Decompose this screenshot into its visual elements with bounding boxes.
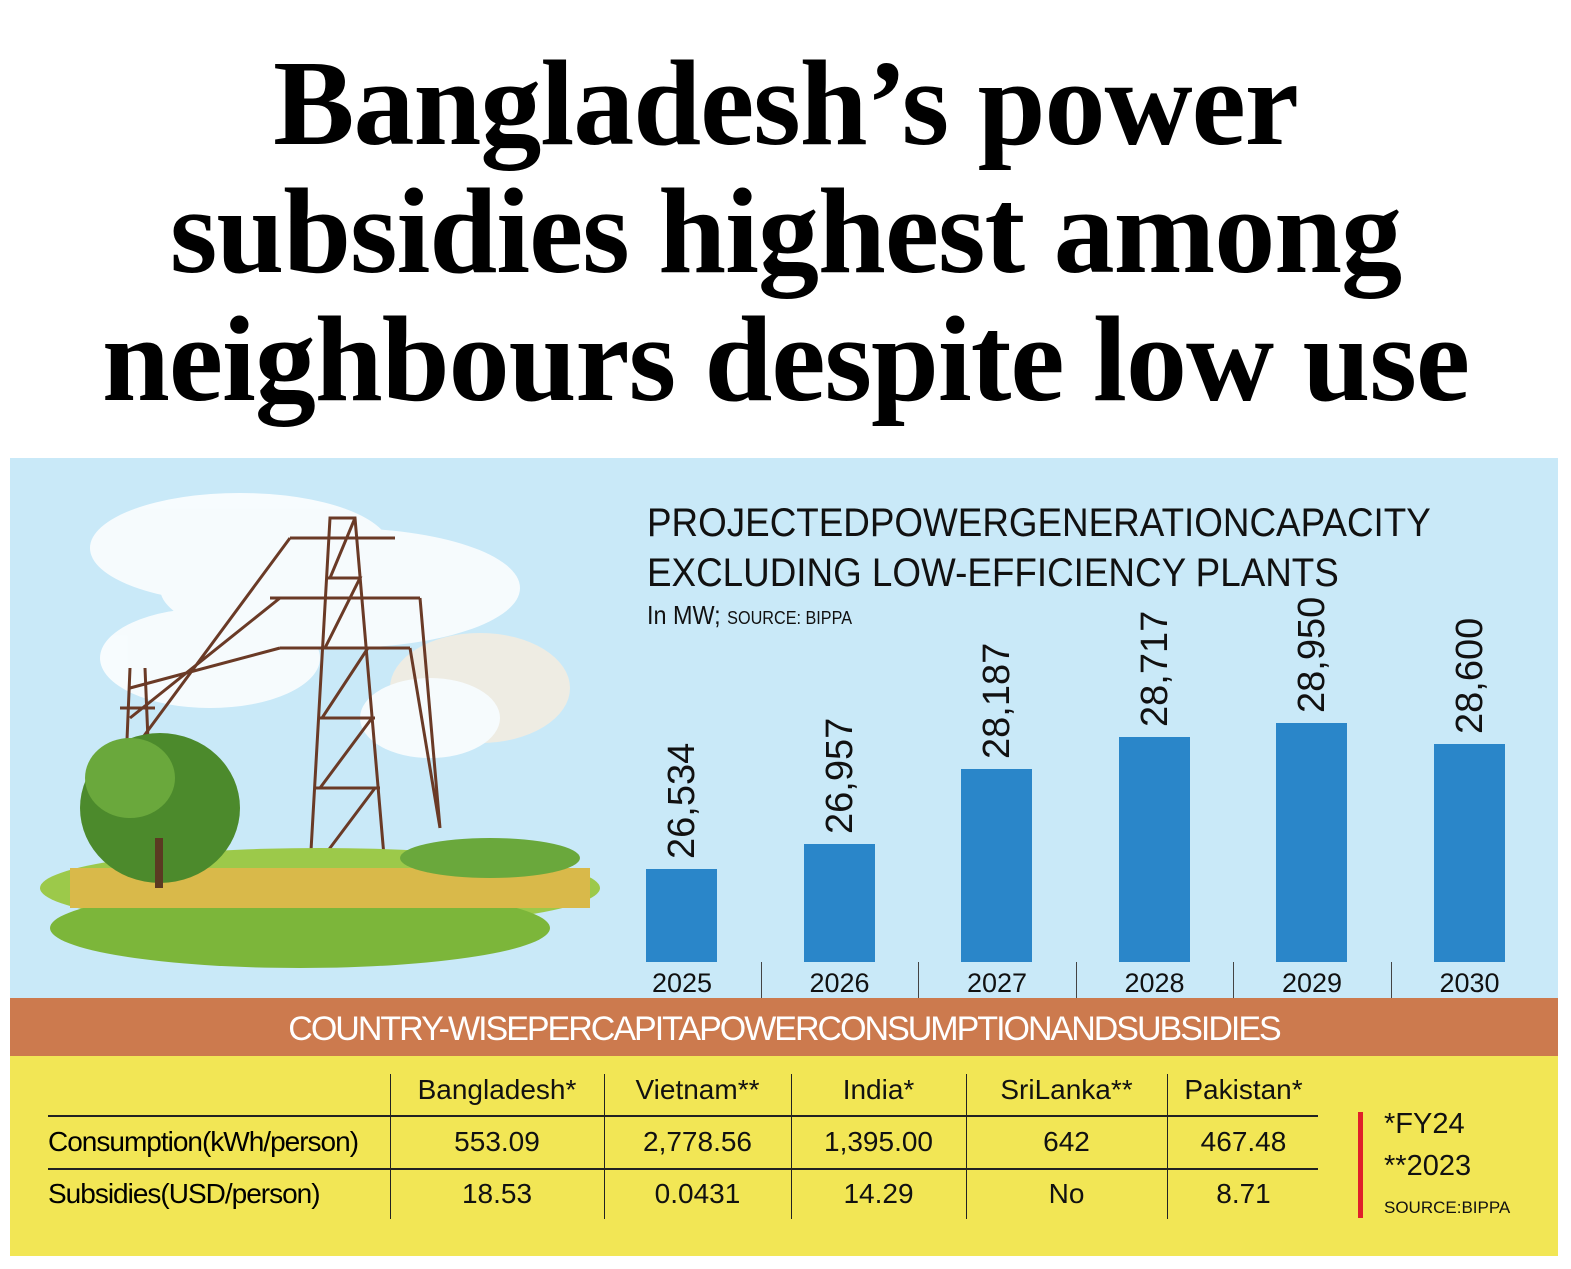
column-divider bbox=[604, 1074, 605, 1219]
column-header: Vietnam** bbox=[635, 1074, 760, 1105]
column-divider bbox=[1167, 1074, 1168, 1219]
source-label: SOURCE: BIPPA bbox=[727, 608, 853, 628]
table-cell: 1,395.00 bbox=[824, 1126, 933, 1157]
column-header: Bangladesh* bbox=[417, 1074, 577, 1105]
table-cell: 467.48 bbox=[1200, 1126, 1287, 1157]
bar-chart: 26,534 2025 26,957 2026 28,187 2027 28,717 2028… bbox=[10, 458, 1558, 998]
value-label-2029: 28,950 bbox=[1291, 596, 1333, 714]
bar-2028 bbox=[1118, 737, 1190, 962]
table-title: COUNTRY-WISEPERCAPITAPOWERCONSUMPTIONAND… bbox=[10, 998, 1558, 1056]
row-divider bbox=[48, 1115, 1318, 1117]
table-cell: 2,778.56 bbox=[643, 1126, 752, 1157]
consumption-subsidies-table: Bangladesh* Vietnam** India* SriLanka** Paki… bbox=[10, 1056, 1558, 1256]
x-tick-label-2027: 2027 bbox=[966, 968, 1028, 998]
bar-2025 bbox=[646, 869, 717, 962]
column-header: Pakistan* bbox=[1184, 1074, 1303, 1105]
bar-2026 bbox=[803, 843, 875, 962]
x-tick-label-2030: 2030 bbox=[1439, 968, 1500, 998]
chart-title-line-1: PROJECTEDPOWERGENERATIONCAPACITY bbox=[647, 501, 1431, 545]
row-divider bbox=[48, 1168, 1318, 1170]
table-cell: 553.09 bbox=[454, 1126, 540, 1157]
headline: Bangladesh’s power subsidies highest amo… bbox=[0, 40, 1571, 424]
table-cell: 8.71 bbox=[1216, 1178, 1271, 1209]
x-tick-label-2029: 2029 bbox=[1281, 968, 1343, 998]
tick-separator bbox=[918, 962, 919, 998]
headline-line-1: Bangladesh’s power bbox=[273, 36, 1299, 171]
value-label-2025: 26,534 bbox=[661, 742, 703, 860]
table-cell: 18.53 bbox=[461, 1178, 533, 1209]
x-tick-label-2025: 2025 bbox=[651, 968, 713, 998]
tick-separator bbox=[760, 962, 762, 998]
column-divider bbox=[791, 1074, 792, 1219]
note-2023: **2023 bbox=[1384, 1150, 1472, 1182]
table-cell: 642 bbox=[1043, 1126, 1090, 1157]
column-divider bbox=[966, 1074, 967, 1219]
bar-2029 bbox=[1276, 723, 1347, 962]
table-cell: 14.29 bbox=[843, 1178, 914, 1209]
headline-line-2: subsidies highest among bbox=[169, 164, 1402, 299]
headline-line-3: neighbours despite low use bbox=[101, 292, 1470, 427]
notes-accent-bar bbox=[1358, 1112, 1363, 1218]
tick-separator bbox=[1075, 962, 1077, 998]
bar-2027 bbox=[961, 769, 1032, 962]
value-label-2030: 28,600 bbox=[1448, 617, 1491, 735]
table-cell: 0.0431 bbox=[654, 1178, 741, 1209]
tick-separator bbox=[1390, 962, 1392, 998]
x-tick-label-2026: 2026 bbox=[809, 968, 870, 998]
chart-panel: PROJECTEDPOWERGENERATIONCAPACITY EXCLUDI… bbox=[10, 458, 1558, 998]
chart-title: PROJECTEDPOWERGENERATIONCAPACITY EXCLUDI… bbox=[647, 498, 1431, 598]
x-tick-label-2028: 2028 bbox=[1124, 968, 1185, 998]
column-header: SriLanka** bbox=[1000, 1074, 1133, 1105]
unit-label: In MW; bbox=[647, 600, 721, 630]
table-cell: No bbox=[1048, 1178, 1085, 1209]
chart-subtitle: In MW; SOURCE: BIPPA bbox=[647, 600, 852, 631]
column-header: India* bbox=[842, 1074, 915, 1105]
note-fy24: *FY24 bbox=[1384, 1108, 1465, 1140]
tick-separator bbox=[1233, 962, 1234, 998]
column-divider bbox=[390, 1074, 391, 1219]
value-label-2026: 26,957 bbox=[818, 717, 861, 834]
row-label: Consumption(kWh/person) bbox=[48, 1126, 359, 1157]
chart-title-line-2: EXCLUDING LOW-EFFICIENCY PLANTS bbox=[647, 551, 1339, 595]
value-label-2027: 28,187 bbox=[976, 642, 1018, 760]
value-label-2028: 28,717 bbox=[1133, 610, 1176, 728]
table-source: SOURCE:BIPPA bbox=[1384, 1198, 1511, 1217]
power-pylon-landscape-illustration bbox=[40, 493, 600, 968]
bar-2030 bbox=[1433, 744, 1505, 962]
row-label: Subsidies(USD/person) bbox=[48, 1178, 321, 1209]
